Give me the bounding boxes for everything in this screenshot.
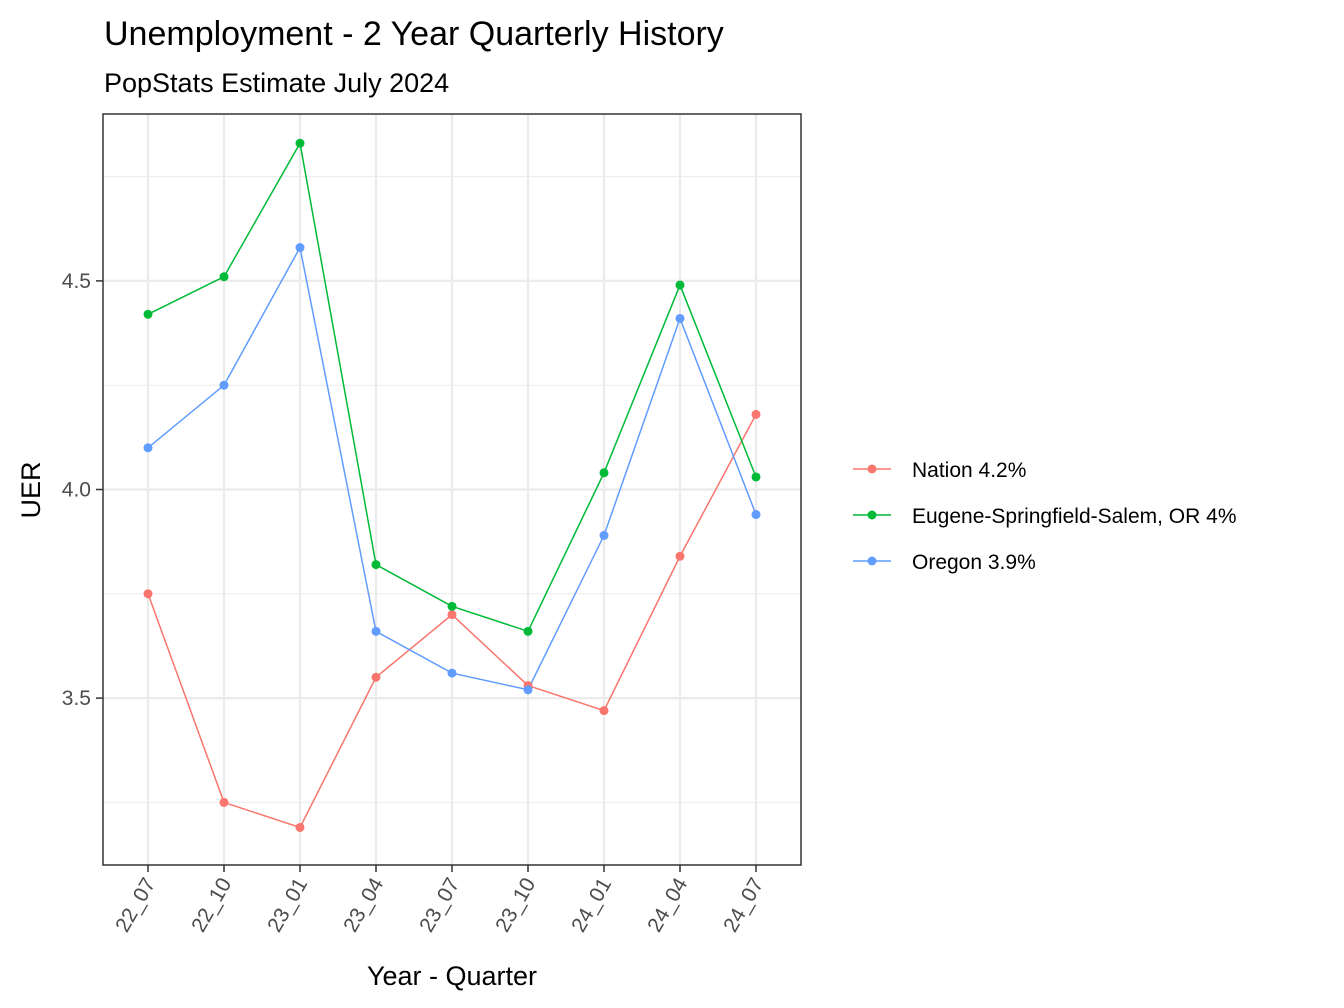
legend-key-point <box>867 464 877 474</box>
legend-label: Eugene-Springfield-Salem, OR 4% <box>912 505 1237 528</box>
legend-label: Nation 4.2% <box>912 459 1026 482</box>
data-point <box>143 589 153 599</box>
data-point <box>143 309 153 319</box>
legend-key-point <box>867 556 877 566</box>
chart-title: Unemployment - 2 Year Quarterly History <box>104 15 724 53</box>
data-point <box>371 626 381 636</box>
x-tick-label: 22_07 <box>111 874 160 936</box>
data-point <box>447 610 457 620</box>
data-point <box>751 472 761 482</box>
data-point <box>371 672 381 682</box>
data-point <box>371 560 381 570</box>
data-point <box>295 243 305 253</box>
y-axis: 3.5 4.0 4.5 <box>62 270 103 710</box>
y-tick-label: 3.5 <box>62 687 91 710</box>
data-point <box>599 706 609 716</box>
x-axis: 22_07 22_10 23_01 23_04 23_07 23_10 24_01 24_04… <box>111 865 768 936</box>
x-axis-title: Year - Quarter <box>367 961 537 991</box>
data-point <box>447 601 457 611</box>
legend-key-point <box>867 510 877 520</box>
data-point <box>219 797 229 807</box>
x-tick-label: 22_10 <box>187 874 236 936</box>
data-point <box>599 530 609 540</box>
x-tick-label: 23_10 <box>491 874 540 936</box>
x-tick-label: 24_07 <box>719 874 768 936</box>
y-tick-label: 4.5 <box>62 270 91 293</box>
x-tick-label: 24_01 <box>567 874 616 936</box>
data-point <box>751 409 761 419</box>
x-tick-label: 23_01 <box>263 874 312 936</box>
chart-subtitle: PopStats Estimate July 2024 <box>104 68 449 98</box>
data-point <box>675 280 685 290</box>
data-point <box>219 380 229 390</box>
y-tick-label: 4.0 <box>62 479 91 502</box>
data-point <box>675 551 685 561</box>
grid <box>103 114 801 865</box>
x-tick-label: 23_07 <box>415 874 464 936</box>
data-point <box>751 510 761 520</box>
legend-label: Oregon 3.9% <box>912 551 1036 574</box>
data-point <box>523 626 533 636</box>
data-point <box>675 313 685 323</box>
data-point <box>523 685 533 695</box>
x-tick-label: 24_04 <box>643 874 692 936</box>
data-point <box>295 138 305 148</box>
data-point <box>219 272 229 282</box>
series-group <box>143 138 761 832</box>
data-point <box>143 443 153 453</box>
legend: Nation 4.2% Eugene-Springfield-Salem, OR … <box>853 459 1237 574</box>
y-axis-title: UER <box>16 461 46 518</box>
x-tick-label: 23_04 <box>339 874 388 936</box>
data-point <box>599 468 609 478</box>
data-point <box>295 822 305 832</box>
data-point <box>447 668 457 678</box>
